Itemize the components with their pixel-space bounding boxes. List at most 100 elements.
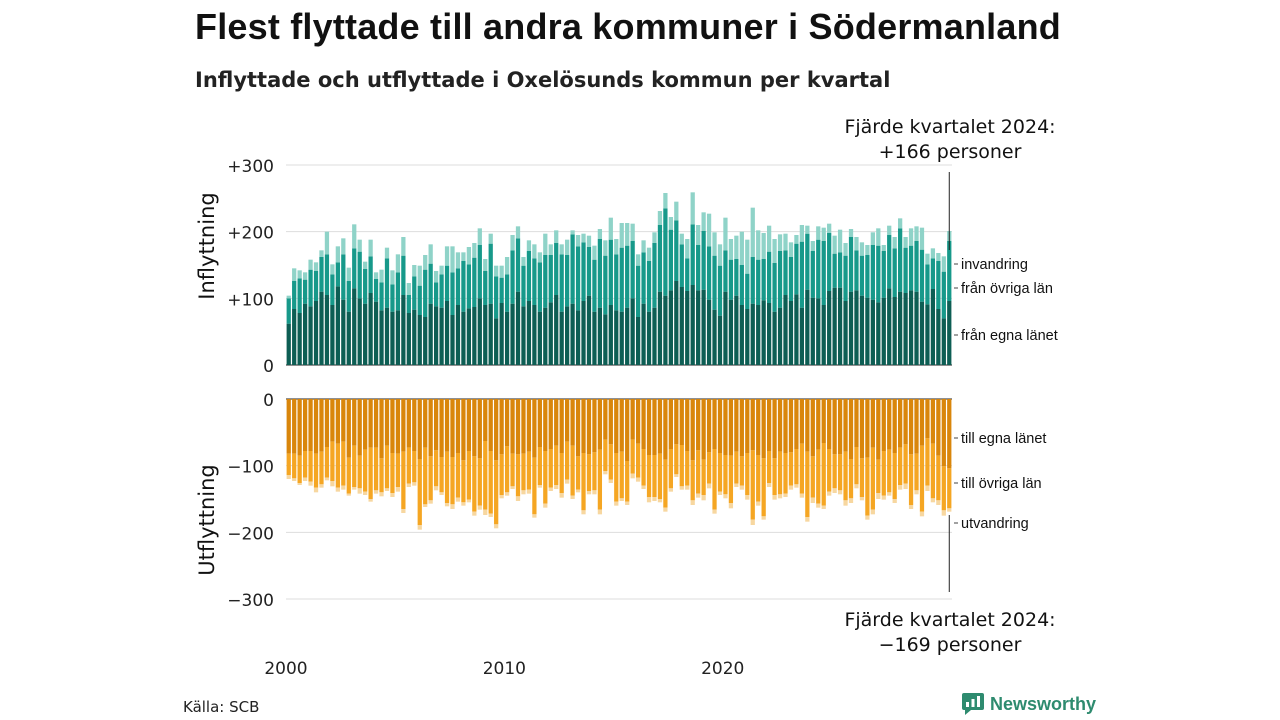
bar-inflow — [657, 291, 663, 365]
bar-inflow — [696, 245, 701, 291]
bar-outflow — [657, 453, 663, 499]
bar-inflow — [526, 240, 532, 251]
bar-inflow — [461, 311, 466, 365]
bar-outflow — [406, 399, 411, 448]
bar-inflow — [373, 279, 379, 302]
bar-inflow — [908, 228, 914, 246]
bar-outflow — [472, 399, 477, 457]
bar-outflow — [783, 399, 788, 453]
bar-outflow — [865, 399, 870, 458]
bar-inflow — [368, 293, 373, 365]
bar-inflow — [821, 241, 826, 305]
bar-inflow — [417, 265, 422, 286]
bar-outflow — [477, 399, 482, 459]
annotation-bottom-line: Fjärde kvartalet 2024: — [844, 609, 1055, 631]
bar-inflow — [455, 268, 461, 305]
annotation-top-line: +166 personer — [879, 141, 1022, 163]
bar-outflow — [641, 399, 646, 449]
bar-inflow — [854, 250, 859, 291]
bar-inflow — [297, 278, 302, 313]
bar-outflow — [395, 487, 401, 492]
bar-inflow — [455, 252, 461, 269]
bar-inflow — [712, 255, 717, 310]
bar-outflow — [554, 445, 559, 485]
bar-inflow — [701, 212, 706, 231]
bar-outflow — [352, 445, 357, 487]
bar-outflow — [777, 494, 783, 499]
bar-outflow — [526, 489, 532, 494]
bar-outflow — [373, 447, 379, 491]
bar-inflow — [783, 250, 788, 295]
bar-inflow — [412, 276, 417, 310]
bar-outflow — [892, 453, 897, 499]
bar-inflow — [428, 244, 433, 264]
bar-outflow — [728, 455, 734, 503]
bar-outflow — [652, 399, 657, 455]
axes: +300 +200 +100 0 0 −100 −200 −300 Inflyttning Utf… — [195, 157, 950, 679]
bar-inflow — [608, 305, 613, 365]
bar-outflow — [657, 399, 663, 454]
bar-inflow — [805, 289, 810, 365]
bar-outflow — [608, 444, 613, 480]
bar-outflow — [870, 447, 875, 510]
bar-inflow — [390, 270, 395, 285]
bar-inflow — [423, 317, 428, 365]
bar-outflow — [450, 399, 455, 457]
bar-outflow — [472, 456, 477, 512]
bar-outflow — [663, 399, 668, 460]
bar-outflow — [466, 451, 472, 500]
bar-inflow — [734, 295, 739, 365]
bar-outflow — [908, 399, 914, 455]
bar-outflow — [881, 451, 886, 496]
bar-inflow — [586, 295, 592, 365]
bar-outflow — [472, 511, 477, 516]
bar-outflow — [925, 438, 930, 486]
bar-outflow — [423, 447, 428, 505]
bar-inflow — [832, 235, 837, 254]
bar-outflow — [788, 399, 794, 453]
bar-inflow — [674, 201, 679, 221]
bar-inflow — [603, 240, 608, 256]
bar-outflow — [286, 475, 291, 479]
bar-outflow — [483, 399, 488, 441]
bar-inflow — [570, 234, 575, 304]
bar-inflow — [466, 264, 472, 309]
bar-outflow — [444, 503, 450, 507]
bar-inflow — [444, 301, 450, 365]
bar-outflow — [930, 399, 936, 444]
bar-outflow — [734, 399, 739, 452]
bar-outflow — [428, 456, 433, 501]
bar-outflow — [412, 399, 417, 451]
bar-outflow — [346, 457, 351, 494]
bar-outflow — [652, 497, 657, 501]
bar-inflow — [324, 295, 330, 365]
bar-inflow — [690, 192, 695, 225]
bar-outflow — [488, 513, 493, 517]
bar-outflow — [455, 453, 461, 498]
bar-outflow — [843, 500, 848, 506]
bar-outflow — [401, 509, 406, 513]
bar-outflow — [717, 399, 723, 453]
bar-inflow — [379, 269, 384, 283]
bar-inflow — [297, 270, 302, 279]
brand-logo-block[interactable]: Newsworthy — [962, 693, 1096, 715]
bar-inflow — [761, 233, 766, 259]
bar-inflow — [537, 262, 542, 312]
bar-inflow — [663, 295, 668, 365]
bar-inflow — [701, 231, 706, 290]
y-axis-title-outflow: Utflyttning — [195, 464, 219, 576]
bar-inflow — [679, 287, 684, 365]
bar-inflow — [641, 303, 646, 365]
bar-outflow — [881, 399, 886, 451]
bar-inflow — [799, 241, 805, 308]
bar-inflow — [903, 293, 908, 365]
bar-outflow — [335, 399, 340, 444]
bar-inflow — [690, 224, 695, 285]
bar-inflow — [373, 272, 379, 279]
bar-inflow — [335, 246, 340, 263]
bar-outflow — [384, 399, 390, 446]
bar-inflow — [848, 229, 854, 237]
bar-outflow — [302, 477, 308, 481]
bar-inflow — [575, 310, 581, 365]
bar-outflow — [898, 447, 903, 485]
